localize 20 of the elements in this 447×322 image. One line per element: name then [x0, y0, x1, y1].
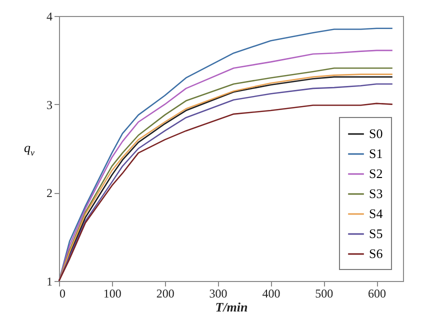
x-tick-label: 400 — [262, 286, 280, 300]
legend-label: S3 — [369, 186, 383, 201]
y-tick-label: 4 — [46, 10, 52, 24]
legend-label: S6 — [369, 246, 384, 261]
legend-label: S1 — [369, 146, 383, 161]
x-tick-label: 500 — [315, 286, 334, 300]
y-axis-title: q$_{v}$ — [24, 140, 34, 158]
x-tick-label: 200 — [156, 286, 174, 300]
x-tick-label: 600 — [368, 286, 386, 300]
x-tick-label: 100 — [103, 286, 122, 300]
legend-label: S0 — [369, 126, 383, 141]
y-tick-label: 1 — [46, 274, 52, 288]
x-tick-label: 300 — [209, 286, 228, 300]
x-tick-label: 0 — [60, 286, 66, 300]
legend-label: S4 — [369, 206, 384, 221]
y-tick-label: 2 — [46, 186, 52, 200]
legend-label: S5 — [369, 226, 383, 241]
legend-label: S2 — [369, 166, 383, 181]
x-axis-title: T/min — [215, 300, 248, 314]
y-tick-label: 3 — [46, 98, 52, 112]
